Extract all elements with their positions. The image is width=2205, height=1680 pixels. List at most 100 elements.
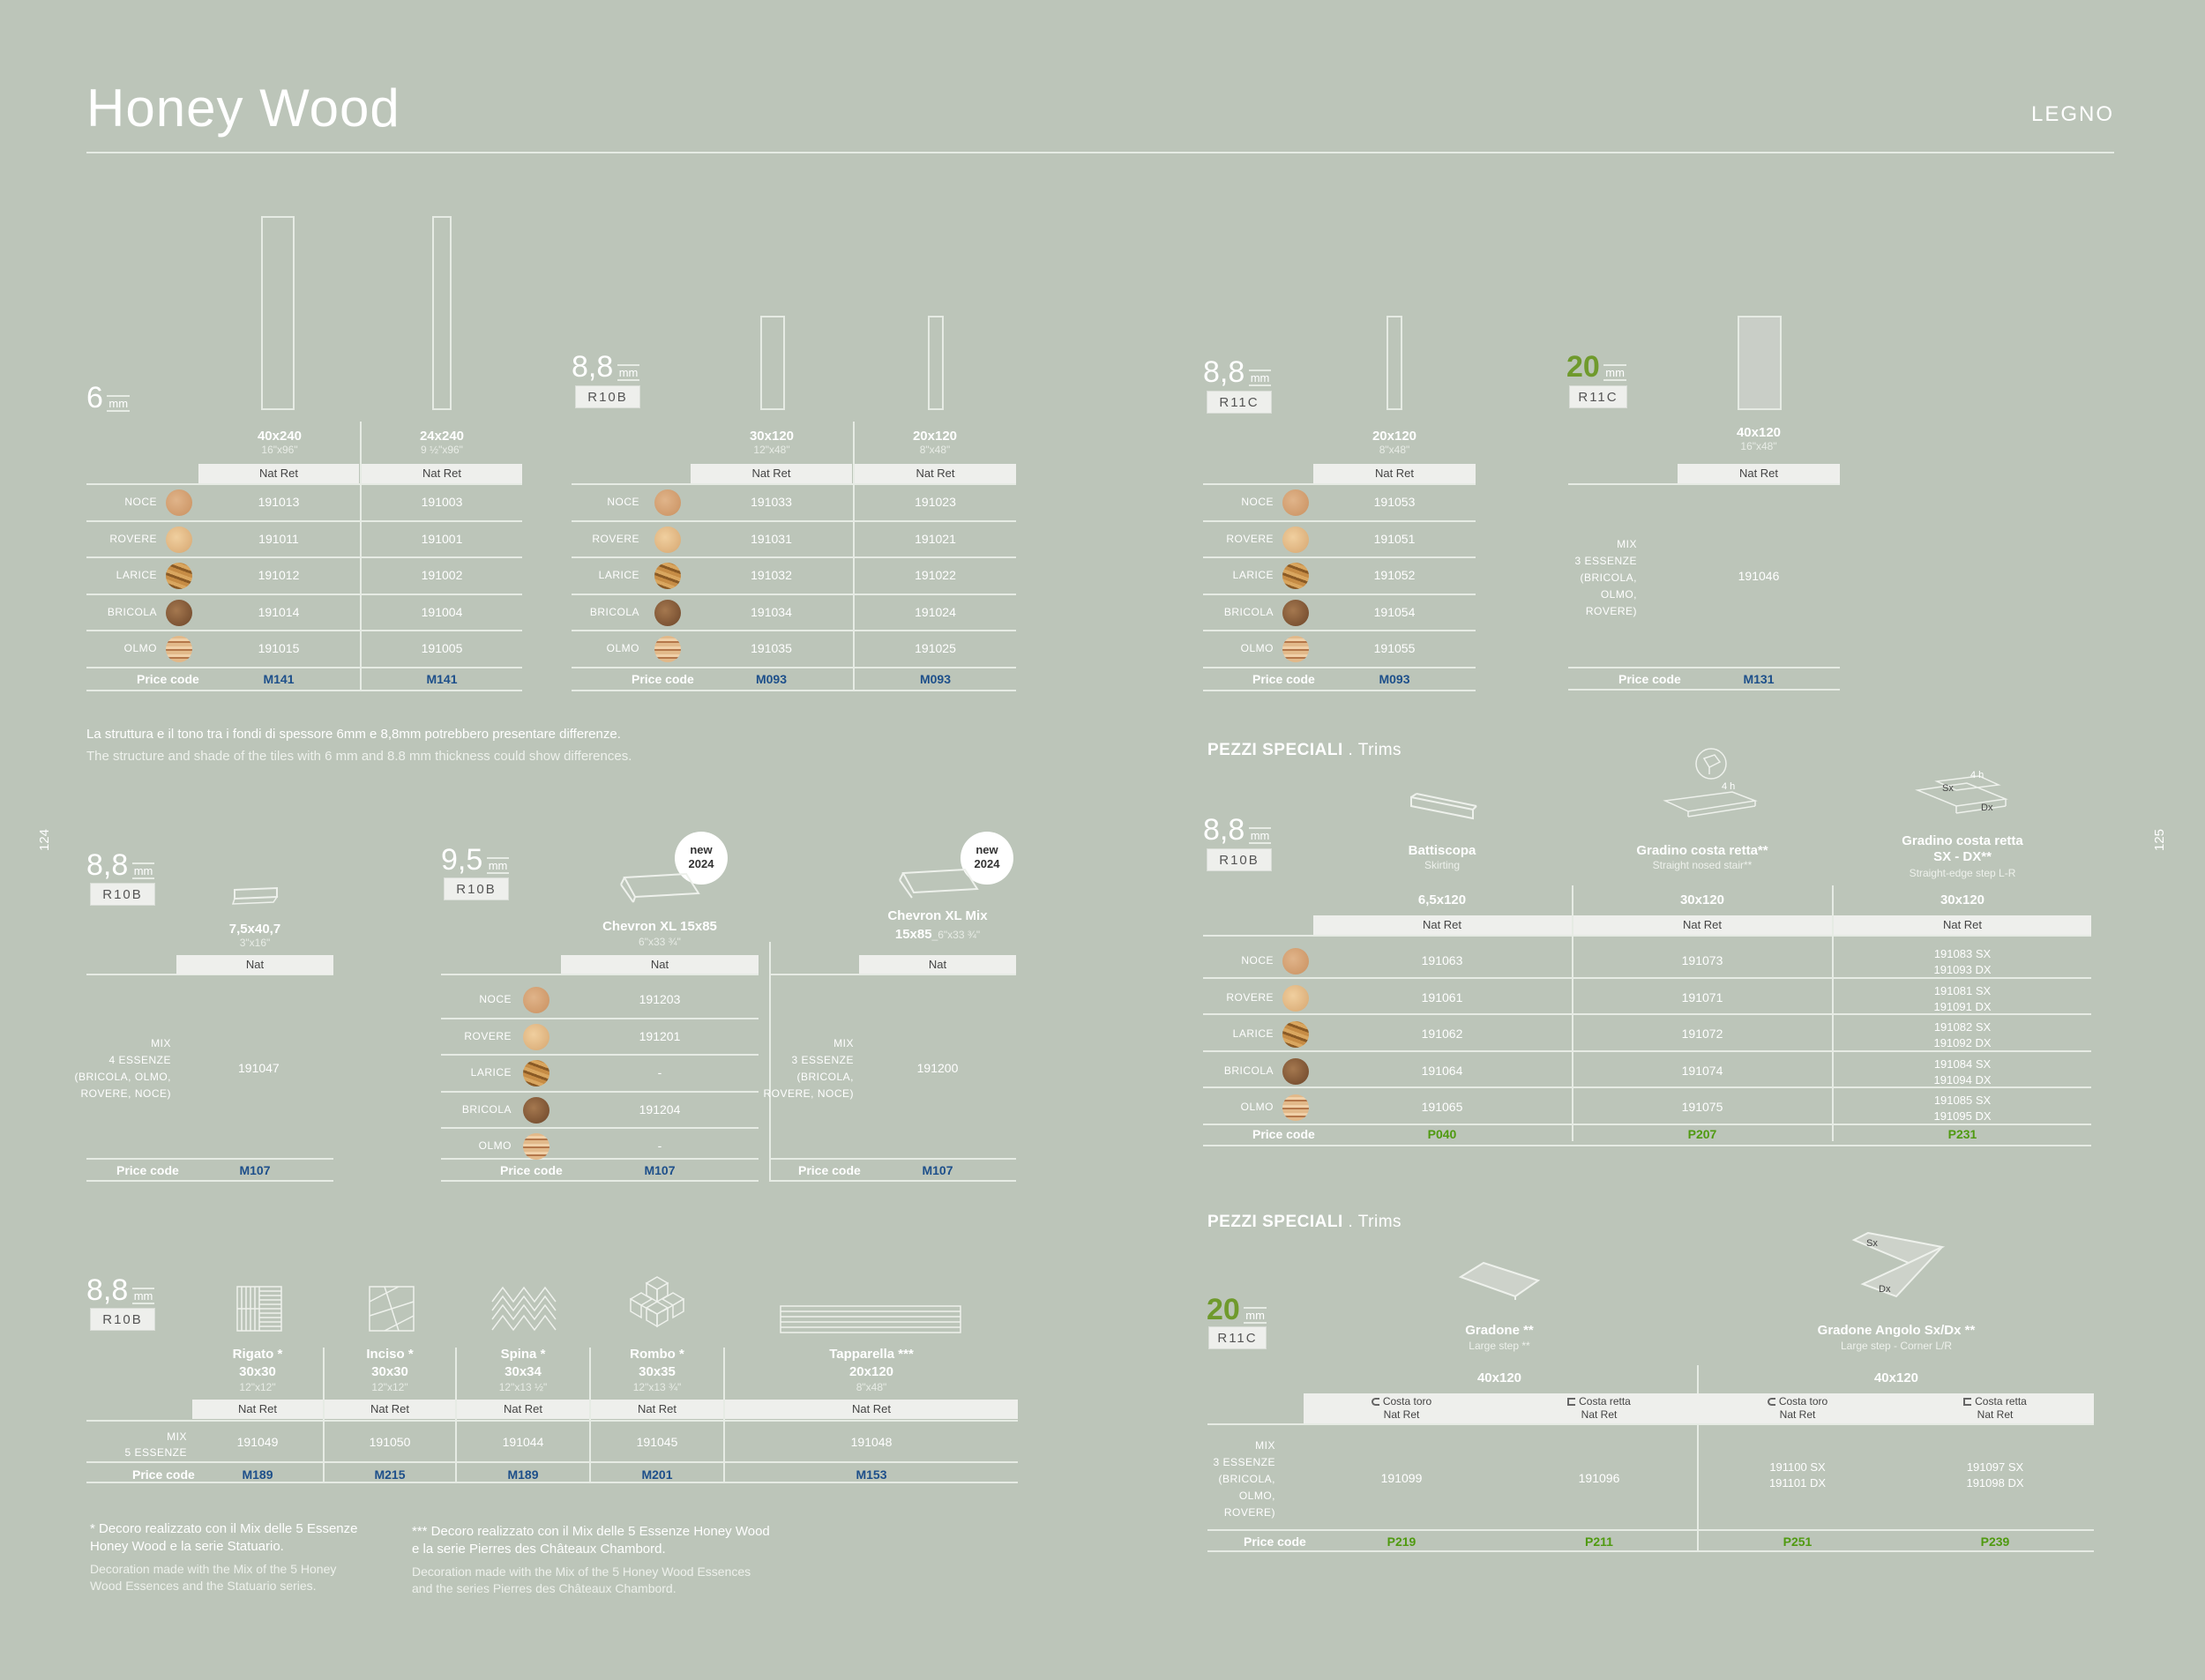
finish-header: Nat Ret bbox=[855, 464, 1016, 483]
trim-name: Gradone Angolo Sx/Dx ** bbox=[1817, 1323, 1976, 1338]
section-title-trims: PEZZI SPECIALI . Trims bbox=[1207, 1213, 1402, 1231]
dx-label: Dx bbox=[1879, 1284, 1891, 1295]
wood-swatch-larice bbox=[654, 563, 681, 590]
price-code-value: M201 bbox=[641, 1467, 673, 1482]
mm-unit: mm bbox=[131, 862, 155, 879]
essence-label: BRICOLA bbox=[589, 605, 639, 618]
product-code: 191065 bbox=[1421, 1100, 1463, 1115]
row-divider bbox=[86, 556, 522, 559]
finish-header-band bbox=[1313, 915, 2091, 935]
product-code: 191072 bbox=[1681, 1027, 1723, 1042]
row-divider bbox=[86, 1180, 333, 1182]
product-code: 191004 bbox=[421, 604, 463, 619]
page-title: Honey Wood bbox=[86, 78, 400, 138]
size-inch: 12"x13 ¾" bbox=[632, 1381, 682, 1393]
product-code: 191084 SX bbox=[1933, 1057, 1992, 1071]
product-code: 191095 DX bbox=[1933, 1109, 1992, 1124]
size-label: 30x120 bbox=[749, 429, 795, 444]
column-divider bbox=[589, 1348, 591, 1482]
decor-name: Tapparella *** bbox=[829, 1347, 914, 1362]
product-code: 191002 bbox=[421, 568, 463, 583]
essence-label: BRICOLA bbox=[1223, 1064, 1274, 1077]
size-label: 20x120 bbox=[912, 429, 958, 444]
dx-label: Dx bbox=[1981, 803, 1993, 813]
wood-swatch-olmo bbox=[166, 636, 192, 663]
essence-label: ROVERE bbox=[1226, 990, 1274, 1004]
finish-header: Nat Ret bbox=[591, 1400, 723, 1419]
product-code: 191099 bbox=[1380, 1471, 1423, 1485]
price-code-value: M107 bbox=[922, 1163, 953, 1177]
size-inch: 8"x48" bbox=[856, 1381, 887, 1393]
mm-unit: mm bbox=[486, 856, 510, 874]
finish-label: Nat Ret bbox=[1779, 1408, 1816, 1421]
wood-swatch-bricola bbox=[1282, 599, 1309, 626]
product-code: 191031 bbox=[751, 531, 792, 546]
product-code: 191052 bbox=[1373, 568, 1416, 583]
size-inch: 12"x13 ½" bbox=[498, 1381, 548, 1393]
edge-profile-icon bbox=[1371, 1398, 1379, 1407]
wood-swatch-rovere bbox=[166, 526, 192, 553]
size-label: 20x120 bbox=[1372, 429, 1417, 444]
decor-name: Rigato * bbox=[232, 1347, 283, 1362]
edge-profile-icon bbox=[1963, 1398, 1972, 1407]
row-divider bbox=[86, 690, 522, 691]
product-code: 191097 SX bbox=[1966, 1460, 2024, 1474]
finish-header: Nat Ret bbox=[362, 464, 522, 483]
essence-label: LARICE bbox=[470, 1066, 512, 1079]
price-code-value: M215 bbox=[374, 1467, 406, 1482]
row-divider bbox=[1207, 1550, 2094, 1552]
column-divider bbox=[323, 1348, 325, 1482]
essence-label: OLMO bbox=[1240, 642, 1274, 655]
section-title-trims: PEZZI SPECIALI . Trims bbox=[1207, 741, 1402, 759]
product-code: 191054 bbox=[1373, 604, 1416, 619]
row-divider bbox=[771, 1158, 1016, 1160]
row-divider bbox=[771, 1180, 1016, 1182]
column-divider bbox=[455, 1348, 457, 1482]
chevron-mix-title: Chevron XL Mix bbox=[887, 908, 988, 923]
tile-40x120-shape bbox=[1738, 316, 1782, 410]
row-divider bbox=[441, 1017, 759, 1019]
wood-swatch-olmo bbox=[523, 1133, 549, 1161]
category-label: LEGNO bbox=[2030, 102, 2114, 126]
new-2024-badge: new 2024 bbox=[675, 832, 728, 885]
wood-swatch-noce bbox=[166, 489, 192, 516]
wood-swatch-bricola bbox=[523, 1096, 549, 1124]
size-label: 30x120 bbox=[1679, 892, 1725, 907]
finish-header: Nat bbox=[859, 955, 1016, 974]
finish-label: Nat Ret bbox=[1383, 1408, 1420, 1421]
wood-swatch-rovere bbox=[523, 1023, 549, 1050]
row-divider bbox=[441, 974, 759, 975]
row-divider bbox=[1568, 483, 1840, 485]
edge-type: Costa toro bbox=[1699, 1395, 1896, 1408]
product-code: 191044 bbox=[502, 1435, 544, 1449]
essence-label: NOCE bbox=[1241, 954, 1274, 967]
thickness-value: 8,8 bbox=[86, 1273, 129, 1307]
sx-label: Sx bbox=[1942, 783, 1954, 794]
product-code: 191034 bbox=[751, 604, 792, 619]
essence-label: ROVERE bbox=[1226, 532, 1274, 545]
finish-header: Nat Ret bbox=[457, 1400, 589, 1419]
slip-rating: R10B bbox=[1207, 848, 1272, 871]
edge-header: Costa retta Nat Ret bbox=[1896, 1395, 2094, 1422]
edge-type: Costa retta bbox=[1501, 1395, 1697, 1408]
trim-name: Gradone ** bbox=[1465, 1323, 1534, 1338]
essence-label: OLMO bbox=[1240, 1101, 1274, 1114]
row-divider bbox=[1203, 935, 2091, 937]
wood-swatch-bricola bbox=[166, 599, 192, 626]
finish-header: Nat bbox=[561, 955, 759, 974]
price-code-value: M107 bbox=[239, 1163, 271, 1177]
product-code: 191091 DX bbox=[1933, 999, 1992, 1013]
row-divider bbox=[86, 1158, 333, 1160]
row-divider bbox=[86, 1482, 1018, 1483]
essence-label: BRICOLA bbox=[107, 605, 157, 618]
essence-label: ROVERE bbox=[464, 1029, 512, 1042]
finish-header: Nat Ret bbox=[725, 1400, 1018, 1419]
essence-label: NOCE bbox=[479, 993, 512, 1005]
price-code-value: M189 bbox=[242, 1467, 273, 1482]
thickness-20mm: 20 mm bbox=[1566, 350, 1626, 385]
product-code: 191082 SX bbox=[1933, 1020, 1992, 1034]
thickness-8-8mm: 8,8 mm bbox=[1203, 355, 1272, 390]
thickness-value: 6 bbox=[86, 381, 103, 414]
finish-header: Nat Ret bbox=[691, 464, 852, 483]
slip-rating: R10B bbox=[90, 883, 155, 906]
